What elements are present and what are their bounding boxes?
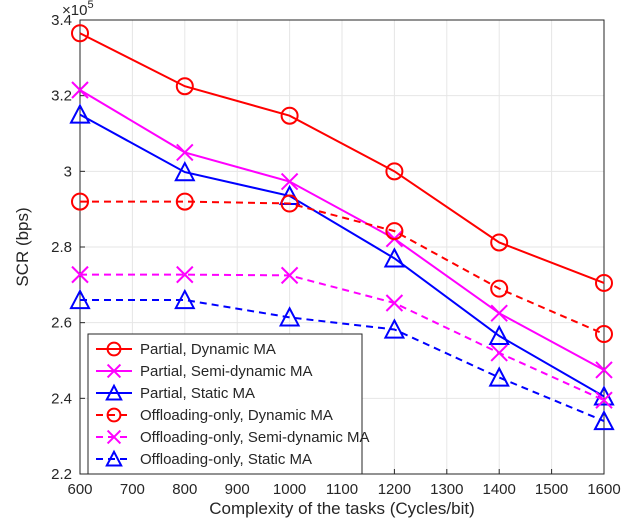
svg-text:2.8: 2.8 xyxy=(51,239,72,256)
svg-text:1400: 1400 xyxy=(483,481,516,498)
svg-text:2.6: 2.6 xyxy=(51,315,72,332)
svg-text:1200: 1200 xyxy=(378,481,411,498)
legend-label: Offloading-only, Static MA xyxy=(140,451,312,468)
svg-text:2.2: 2.2 xyxy=(51,466,72,483)
legend-label: Offloading-only, Semi-dynamic MA xyxy=(140,429,370,446)
scr-line-chart: 600 700 800 900 1000 1100 1200 1300 1400 1500 1600… xyxy=(0,0,626,522)
legend-label: Partial, Static MA xyxy=(140,385,255,402)
svg-text:1300: 1300 xyxy=(430,481,463,498)
svg-text:1500: 1500 xyxy=(535,481,568,498)
legend: Partial, Dynamic MA Partial, Semi-dynamic… xyxy=(88,334,370,474)
y-exponent: ×105 xyxy=(62,0,94,19)
legend-label: Offloading-only, Dynamic MA xyxy=(140,407,333,424)
legend-label: Partial, Semi-dynamic MA xyxy=(140,363,313,380)
svg-text:2.4: 2.4 xyxy=(51,390,72,407)
svg-text:700: 700 xyxy=(120,481,145,498)
svg-text:3: 3 xyxy=(64,163,72,180)
svg-text:×105: ×105 xyxy=(62,0,94,19)
x-axis-label: Complexity of the tasks (Cycles/bit) xyxy=(209,499,474,518)
y-axis-label: SCR (bps) xyxy=(13,207,32,286)
svg-text:800: 800 xyxy=(172,481,197,498)
legend-label: Partial, Dynamic MA xyxy=(140,341,276,358)
svg-text:1000: 1000 xyxy=(273,481,306,498)
svg-text:900: 900 xyxy=(225,481,250,498)
svg-text:1600: 1600 xyxy=(587,481,620,498)
svg-text:3.2: 3.2 xyxy=(51,88,72,105)
svg-text:600: 600 xyxy=(67,481,92,498)
svg-text:1100: 1100 xyxy=(326,481,358,498)
chart-svg: 600 700 800 900 1000 1100 1200 1300 1400 1500 1600… xyxy=(0,0,626,522)
